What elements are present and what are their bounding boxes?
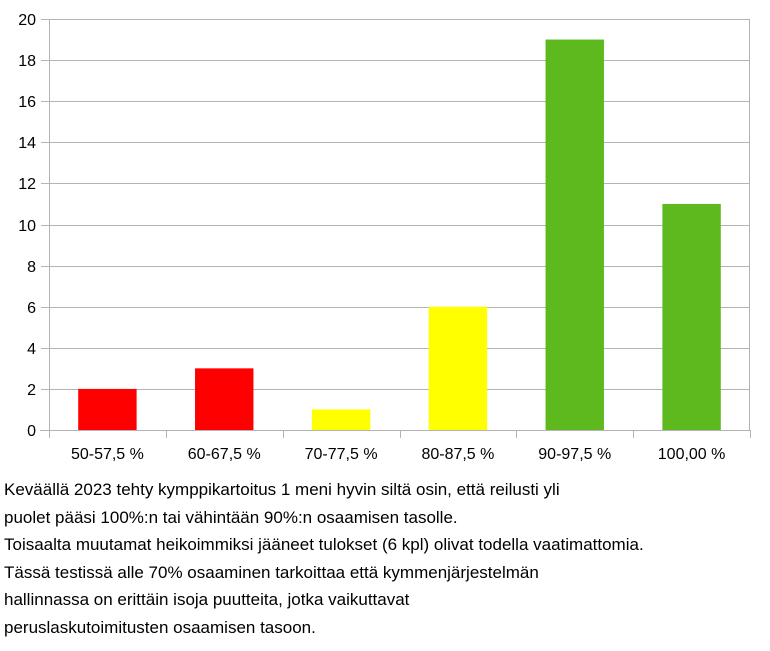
caption-line: Keväällä 2023 tehty kymppikartoitus 1 me… — [4, 480, 560, 499]
gridlines — [49, 19, 750, 390]
x-tick-label: 70-77,5 % — [305, 446, 378, 463]
x-tick-label: 60-67,5 % — [188, 446, 261, 463]
y-tick-label: 14 — [18, 135, 36, 152]
x-tick-label: 50-57,5 % — [71, 446, 144, 463]
bar — [662, 203, 721, 430]
y-tick-label: 12 — [18, 176, 36, 193]
bars — [78, 39, 721, 431]
caption-line: Tässä testissä alle 70% osaaminen tarkoi… — [4, 562, 539, 582]
y-tick-label: 20 — [18, 12, 36, 29]
y-tick-label: 10 — [18, 218, 36, 235]
x-tick-label: 90-97,5 % — [538, 446, 611, 463]
y-tick-label: 0 — [27, 423, 36, 440]
axes — [40, 19, 751, 438]
caption-line: peruslaskutoimitusten osaamisen tasoon. — [4, 617, 316, 637]
x-tick-labels: 50-57,5 % 60-67,5 % 70-77,5 % 80-87,5 % 90-9… — [71, 446, 725, 463]
y-tick-labels: 0 2 4 6 8 10 12 14 16 18 20 — [18, 12, 36, 440]
y-tick-label: 16 — [18, 94, 36, 111]
y-tick-label: 6 — [27, 300, 36, 317]
y-tick-label: 2 — [27, 382, 36, 399]
x-tick-label: 80-87,5 % — [421, 446, 494, 463]
y-tick-label: 18 — [18, 53, 36, 70]
x-tick-label: 100,00 % — [658, 446, 726, 463]
caption-line: hallinnassa on erittäin isoja puutteita,… — [4, 590, 410, 610]
caption-line: puolet pääsi 100%:n tai vähintään 90%:n … — [4, 507, 458, 527]
bar — [545, 39, 604, 431]
bar — [78, 388, 137, 430]
bar — [428, 306, 488, 430]
bar-chart: 0 2 4 6 8 10 12 14 16 18 20 50-57,5 % 60-67,5 % 70-7… — [18, 12, 751, 463]
bar — [195, 368, 254, 430]
bar — [311, 409, 371, 430]
caption-line: Toisaalta muutamat heikoimmiksi jääneet … — [4, 535, 644, 555]
y-tick-label: 8 — [27, 259, 36, 276]
chart-caption: Keväällä 2023 tehty kymppikartoitus 1 me… — [4, 476, 766, 642]
y-tick-label: 4 — [27, 341, 36, 358]
